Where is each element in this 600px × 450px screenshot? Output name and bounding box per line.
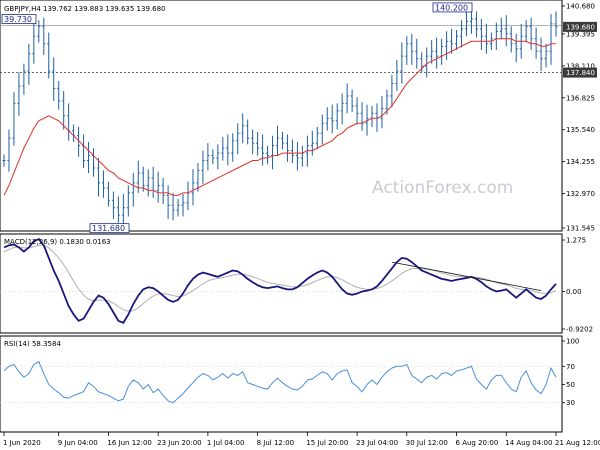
- price-tick-label: 135.540: [566, 126, 595, 134]
- macd-header: MACD(12,26,9) 0.1830 0.0163: [4, 238, 111, 246]
- rsi-pane-frame: [0, 335, 563, 433]
- time-tick-label: 21 Aug 12:00: [555, 439, 600, 447]
- rsi-tick-label: 30: [566, 399, 575, 407]
- moving-average-path: [3, 38, 556, 196]
- price-tag-box: [563, 21, 597, 32]
- time-tick-label: 14 Aug 04:00: [505, 439, 552, 447]
- rsi-tick-label: 50: [566, 381, 575, 389]
- price-tag-label: 139.680: [566, 23, 595, 31]
- annotation-label: 39.730: [4, 15, 32, 24]
- rsi-line: [0, 361, 562, 404]
- macd-pane: MACD(12,26,9) 0.1830 0.0163: [0, 233, 563, 334]
- price-annotations: 39.730 131.680 140.200: [1, 2, 473, 234]
- price-y-axis: 140.680 139.395 138.110 136.825 135.540 134.2…: [562, 3, 597, 233]
- macd-trendline: [391, 261, 542, 291]
- time-tick-label: 23 Jun 20:00: [157, 439, 201, 447]
- price-tick-label: 131.545: [566, 225, 595, 233]
- macd-tick-label: 0.00: [566, 288, 582, 296]
- level-line-group: [0, 25, 562, 73]
- watermark: ActionForex.com: [372, 178, 513, 198]
- rsi-tick-label: 70: [566, 363, 575, 371]
- price-bars: [2, 5, 558, 228]
- macd-lines: [0, 237, 562, 325]
- price-tick-label: 132.970: [566, 190, 595, 198]
- annotation-box: [432, 2, 473, 13]
- time-axis: 1 Jun 2020 9 Jun 04:00 16 Jun 12:00 23 Jun …: [3, 432, 600, 447]
- rsi-pane: RSI(14) 58.3584: [0, 335, 563, 433]
- macd-main-path: [3, 237, 557, 325]
- price-tick-label: 139.395: [566, 30, 595, 38]
- price-tick-label: 134.255: [566, 158, 595, 166]
- time-tick-label: 23 Jul 04:00: [356, 439, 398, 447]
- annotation-label: 131.680: [92, 224, 125, 233]
- time-tick-label: 1 Jun 2020: [3, 439, 41, 447]
- time-tick-label: 30 Jul 12:00: [406, 439, 448, 447]
- macd-tick-label: -0.9202: [566, 326, 593, 334]
- moving-average-line: [3, 38, 556, 196]
- rsi-header: RSI(14) 58.3584: [4, 340, 61, 348]
- time-tick-label: 15 Jul 20:00: [306, 439, 348, 447]
- rsi-tick-label: 100: [566, 338, 579, 346]
- macd-signal-path: [3, 244, 557, 312]
- price-tag-label: 137.840: [566, 69, 595, 77]
- macd-pane-frame: [0, 233, 563, 334]
- time-tick-label: 6 Aug 20:00: [456, 439, 499, 447]
- price-pane: ActionForex.com 39.730 131.680 140.200 GBP…: [0, 0, 563, 234]
- macd-tick-label: 1.275: [566, 237, 586, 245]
- price-pane-frame: [0, 0, 563, 232]
- time-tick-label: 16 Jun 12:00: [107, 439, 151, 447]
- price-tag-box: [563, 67, 597, 78]
- annotation-label: 140.200: [435, 3, 468, 12]
- macd-y-axis: 1.275 0.00 -0.9202: [562, 237, 593, 334]
- rsi-path: [3, 361, 557, 404]
- annotation-box: [89, 223, 130, 234]
- time-tick-label: 1 Jul 04:00: [207, 439, 245, 447]
- annotation-box: [1, 14, 37, 25]
- price-tick-label: 136.825: [566, 94, 595, 102]
- price-header: GBPJPY,H4 139.762 139.883 139.635 139.68…: [4, 5, 166, 13]
- time-tick-label: 9 Jun 04:00: [58, 439, 98, 447]
- price-tick-label: 138.110: [566, 62, 595, 70]
- rsi-y-axis: 100 70 50 30: [562, 338, 579, 407]
- price-tick-label: 140.680: [566, 3, 595, 11]
- time-tick-label: 8 Jul 12:00: [257, 439, 295, 447]
